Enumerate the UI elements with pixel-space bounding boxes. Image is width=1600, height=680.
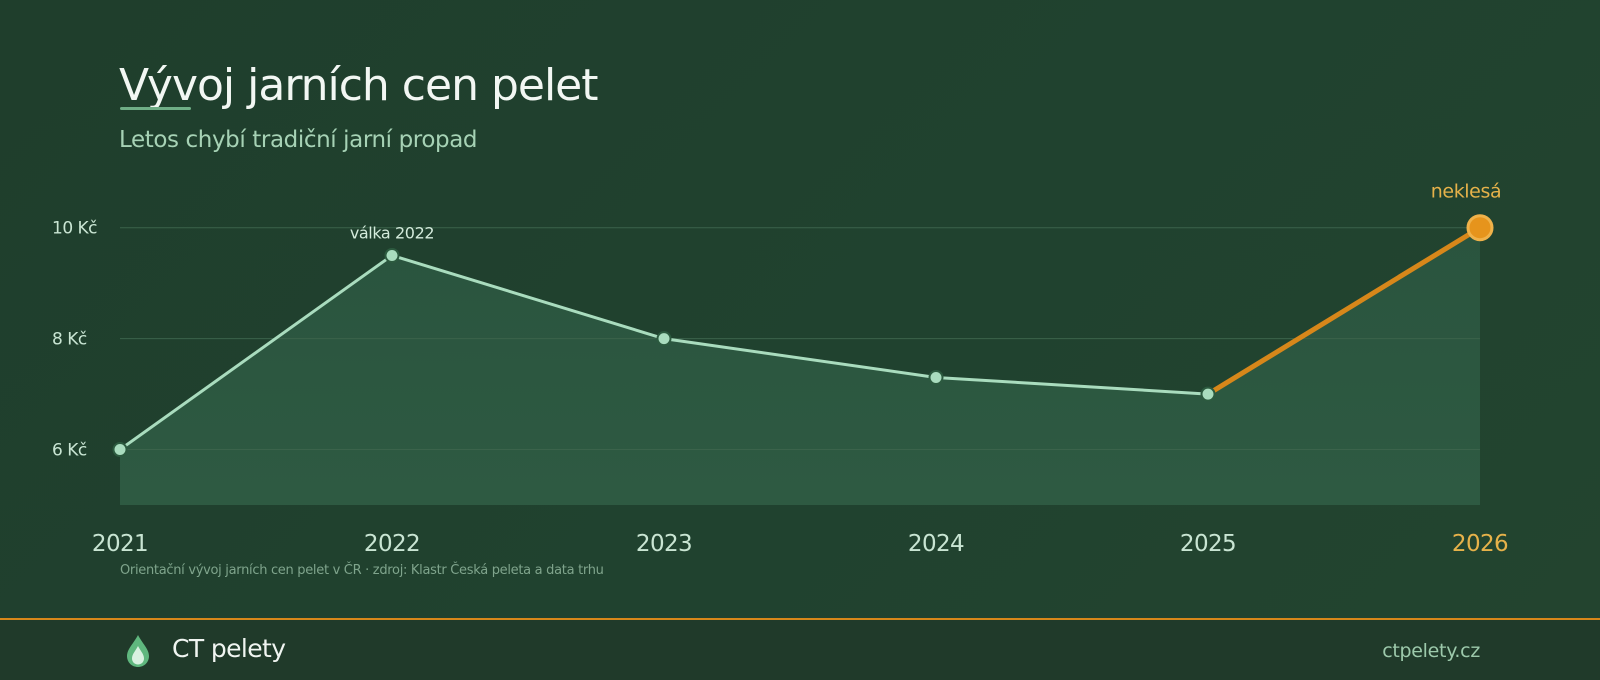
data-point-highlight [1466, 214, 1494, 242]
y-tick-label: 10 Kč [52, 219, 97, 239]
y-tick-label: 8 Kč [52, 330, 87, 350]
area-fill [120, 227, 1480, 505]
title-accent-underline [120, 107, 191, 110]
data-point [112, 442, 128, 458]
page-title: Vývoj jarních cen pelet [119, 60, 598, 111]
page-background [0, 0, 1600, 618]
data-point [656, 331, 672, 347]
series-lines-group [118, 225, 1483, 452]
highlight-line-segment [1205, 225, 1483, 397]
data-point [1200, 386, 1216, 402]
flame-drop-icon [127, 635, 149, 667]
y-axis-ticks: 6 Kč 8 Kč 10 Kč [52, 219, 98, 461]
x-tick-label: 2025 [1180, 531, 1236, 557]
page-subtitle: Letos chybí tradiční jarní propad [119, 127, 478, 153]
site-url-link[interactable]: ctpelety.cz [1382, 640, 1480, 662]
data-point [928, 369, 944, 385]
footer: CT pelety ctpelety.cz [0, 618, 1600, 680]
source-note: Orientační vývoj jarních cen pelet v ČR … [120, 563, 604, 578]
annotation-label: neklesá [1431, 181, 1501, 203]
price-line-chart: 6 Kč 8 Kč 10 Kč 2021 2022 2023 2024 2025 2026 v… [52, 181, 1509, 557]
data-point [384, 247, 400, 263]
series-line-segment [662, 337, 938, 379]
area-fill-group [120, 227, 1480, 505]
x-tick-label: 2026 [1452, 531, 1508, 557]
x-tick-label: 2024 [908, 531, 964, 557]
series-line-segment [390, 253, 666, 341]
x-tick-label: 2021 [92, 531, 148, 557]
y-tick-label: 6 Kč [52, 441, 87, 461]
series-line-segment [118, 253, 394, 452]
x-tick-label: 2022 [364, 531, 420, 557]
series-line-segment [934, 375, 1210, 396]
x-tick-label: 2023 [636, 531, 692, 557]
brand-name: CT pelety [172, 634, 286, 663]
data-points-group [112, 214, 1494, 458]
x-axis-ticks: 2021 2022 2023 2024 2025 2026 [92, 531, 1509, 557]
annotations-group: válka 2022 neklesá [350, 181, 1502, 243]
annotation-label: válka 2022 [350, 223, 434, 242]
gridlines-group [120, 227, 1480, 451]
